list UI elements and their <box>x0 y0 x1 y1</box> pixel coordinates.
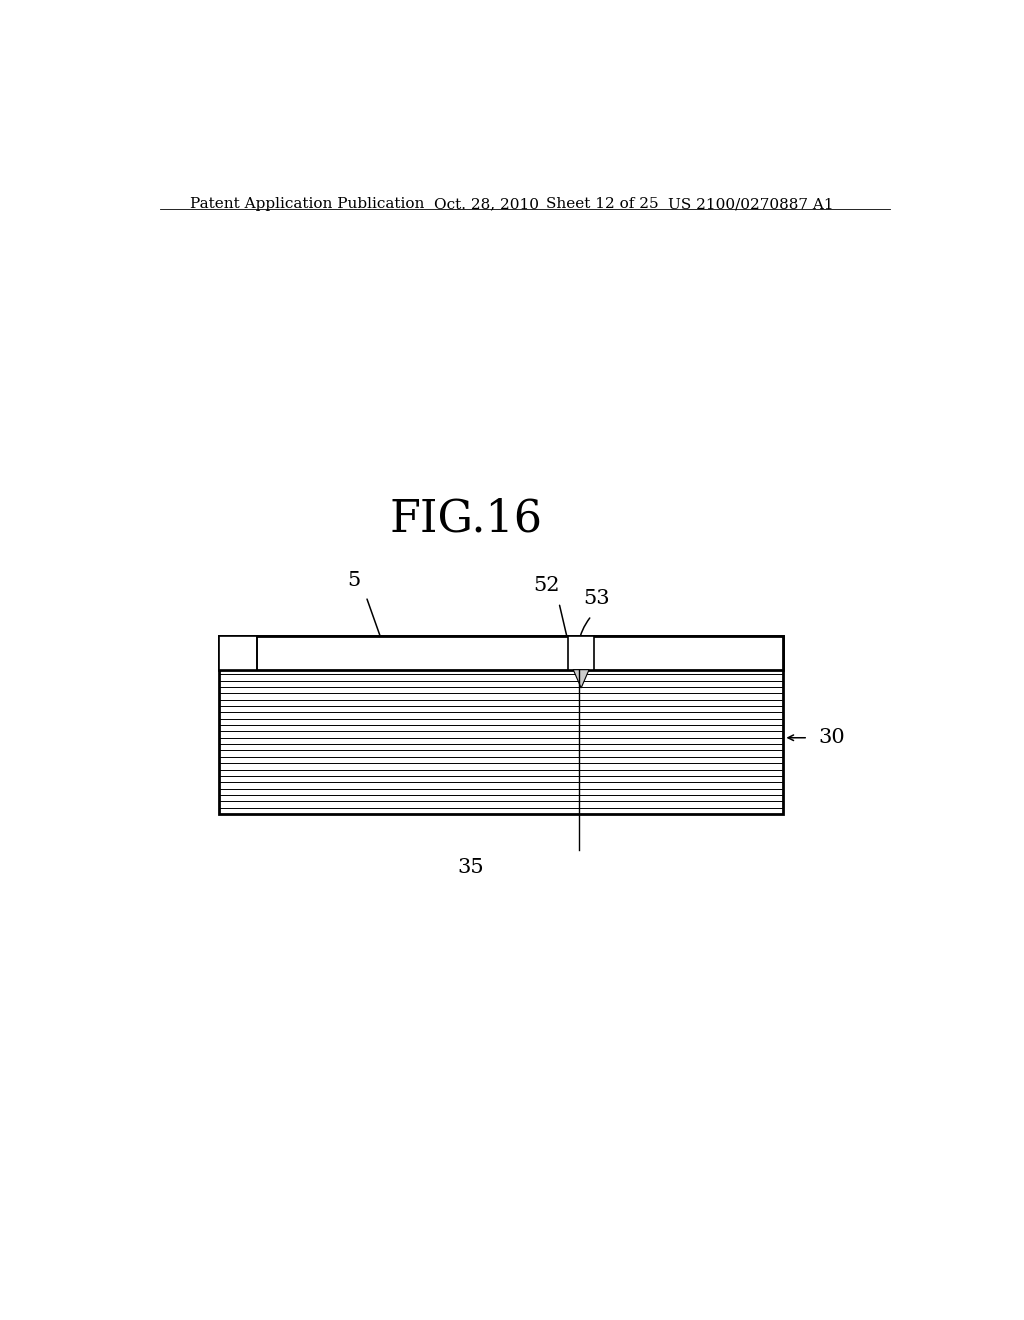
Bar <box>219 636 782 814</box>
Text: FIG.16: FIG.16 <box>390 498 543 541</box>
Bar <box>219 636 782 669</box>
Bar <box>219 636 782 814</box>
Bar <box>568 636 594 669</box>
Polygon shape <box>573 669 589 688</box>
Text: Sheet 12 of 25: Sheet 12 of 25 <box>546 197 658 211</box>
Text: US 2100/0270887 A1: US 2100/0270887 A1 <box>668 197 834 211</box>
Text: 53: 53 <box>584 589 610 607</box>
Text: 30: 30 <box>818 729 845 747</box>
Text: Patent Application Publication: Patent Application Publication <box>189 197 424 211</box>
Text: 5: 5 <box>347 572 360 590</box>
Text: 52: 52 <box>532 577 559 595</box>
Text: 35: 35 <box>458 858 484 876</box>
Bar <box>219 636 257 669</box>
Text: Oct. 28, 2010: Oct. 28, 2010 <box>433 197 539 211</box>
